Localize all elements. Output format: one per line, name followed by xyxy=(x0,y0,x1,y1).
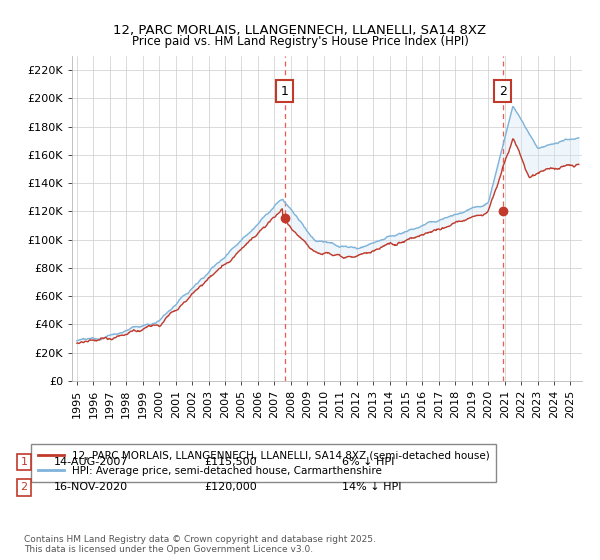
Text: Contains HM Land Registry data © Crown copyright and database right 2025.
This d: Contains HM Land Registry data © Crown c… xyxy=(24,535,376,554)
Text: £115,500: £115,500 xyxy=(204,457,257,467)
Text: £120,000: £120,000 xyxy=(204,482,257,492)
Text: 14% ↓ HPI: 14% ↓ HPI xyxy=(342,482,401,492)
Text: 12, PARC MORLAIS, LLANGENNECH, LLANELLI, SA14 8XZ: 12, PARC MORLAIS, LLANGENNECH, LLANELLI,… xyxy=(113,24,487,38)
Text: 16-NOV-2020: 16-NOV-2020 xyxy=(54,482,128,492)
Text: 14-AUG-2007: 14-AUG-2007 xyxy=(54,457,128,467)
Text: 6% ↓ HPI: 6% ↓ HPI xyxy=(342,457,394,467)
Text: 2: 2 xyxy=(499,85,506,98)
Legend: 12, PARC MORLAIS, LLANGENNECH, LLANELLI, SA14 8XZ (semi-detached house), HPI: Av: 12, PARC MORLAIS, LLANGENNECH, LLANELLI,… xyxy=(31,445,496,482)
Text: 1: 1 xyxy=(20,457,28,467)
Text: 1: 1 xyxy=(281,85,289,98)
Text: Price paid vs. HM Land Registry's House Price Index (HPI): Price paid vs. HM Land Registry's House … xyxy=(131,35,469,49)
Text: 2: 2 xyxy=(20,482,28,492)
